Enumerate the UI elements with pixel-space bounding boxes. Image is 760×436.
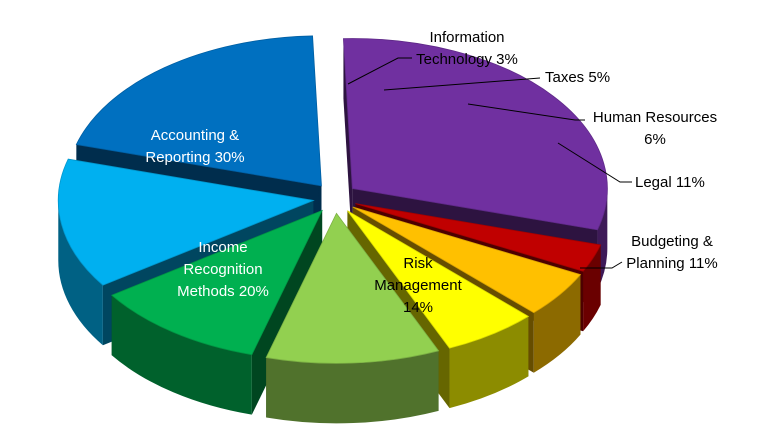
slice-label-line-income-recognition-methods-20-0: Income (198, 239, 247, 256)
slice-label-line-budgeting-planning-11-0: Budgeting & (631, 233, 713, 250)
pie-top-layer (57, 35, 608, 364)
slice-label-legal-11: Legal 11% (635, 174, 705, 191)
slice-label-budgeting-planning-11: Budgeting & Planning 11% (626, 233, 717, 272)
slice-outer-wall-risk-management-14 (58, 200, 103, 346)
slice-budgeting-planning-11 (110, 209, 323, 356)
leader-lines (347, 57, 632, 269)
slice-legal-11 (265, 212, 440, 364)
slice-label-line-income-recognition-methods-20-1: Recognition (183, 261, 262, 278)
slice-label-human-resources-6: Human Resources 6% (593, 109, 717, 148)
slice-human-resources-6 (347, 210, 530, 349)
slice-label-line-human-resources-6-0: Human Resources (593, 109, 717, 126)
slice-side-wall-accounting-reporting-30 (343, 38, 353, 249)
slice-accounting-reporting-30 (343, 38, 608, 231)
slice-label-taxes-5: Taxes 5% (545, 69, 610, 86)
slice-label-line-information-technology-3-0: Information (429, 29, 504, 46)
leader-line-human-resources-6 (467, 103, 585, 121)
slice-outer-wall-taxes-5 (533, 274, 581, 373)
slice-outer-wall-budgeting-planning-11 (111, 295, 252, 415)
leader-line-budgeting-planning-11 (580, 261, 623, 269)
slice-label-line-risk-management-14-2: 14% (403, 299, 433, 316)
slice-label-line-income-recognition-methods-20-2: Methods 20% (177, 283, 269, 300)
slice-information-technology-3 (355, 203, 602, 272)
slice-label-line-risk-management-14-0: Risk (403, 255, 433, 272)
slice-outer-wall-human-resources-6 (449, 316, 529, 409)
leader-line-legal-11 (557, 142, 632, 183)
slice-label-line-information-technology-3-1: Technology 3% (416, 51, 518, 68)
slice-label-line-human-resources-6-1: 6% (644, 131, 666, 148)
slice-label-line-accounting-reporting-30-0: Accounting & (151, 127, 239, 144)
slice-label-accounting-reporting-30: Accounting & Reporting 30% (145, 127, 244, 166)
slice-label-information-technology-3: Information Technology 3% (416, 29, 518, 68)
slice-label-income-recognition-methods-20: Income Recognition Methods 20% (177, 239, 269, 300)
leader-line-information-technology-3 (347, 57, 412, 85)
slice-label-line-risk-management-14-1: Management (374, 277, 462, 294)
leader-line-taxes-5 (383, 77, 541, 91)
slice-labels: Accounting & Reporting 30% Information Tech… (145, 29, 717, 316)
slice-label-line-budgeting-planning-11-1: Planning 11% (626, 255, 717, 272)
slice-outer-wall-legal-11 (266, 350, 439, 424)
slice-income-recognition-methods-20 (75, 35, 322, 187)
slice-label-line-taxes-5-0: Taxes 5% (545, 69, 610, 86)
slice-label-line-accounting-reporting-30-1: Reporting 30% (145, 149, 244, 166)
slice-risk-management-14 (57, 158, 315, 286)
slice-label-risk-management-14: Risk Management 14% (374, 255, 462, 316)
slice-taxes-5 (352, 206, 582, 314)
slice-label-line-legal-11-0: Legal 11% (635, 174, 705, 191)
